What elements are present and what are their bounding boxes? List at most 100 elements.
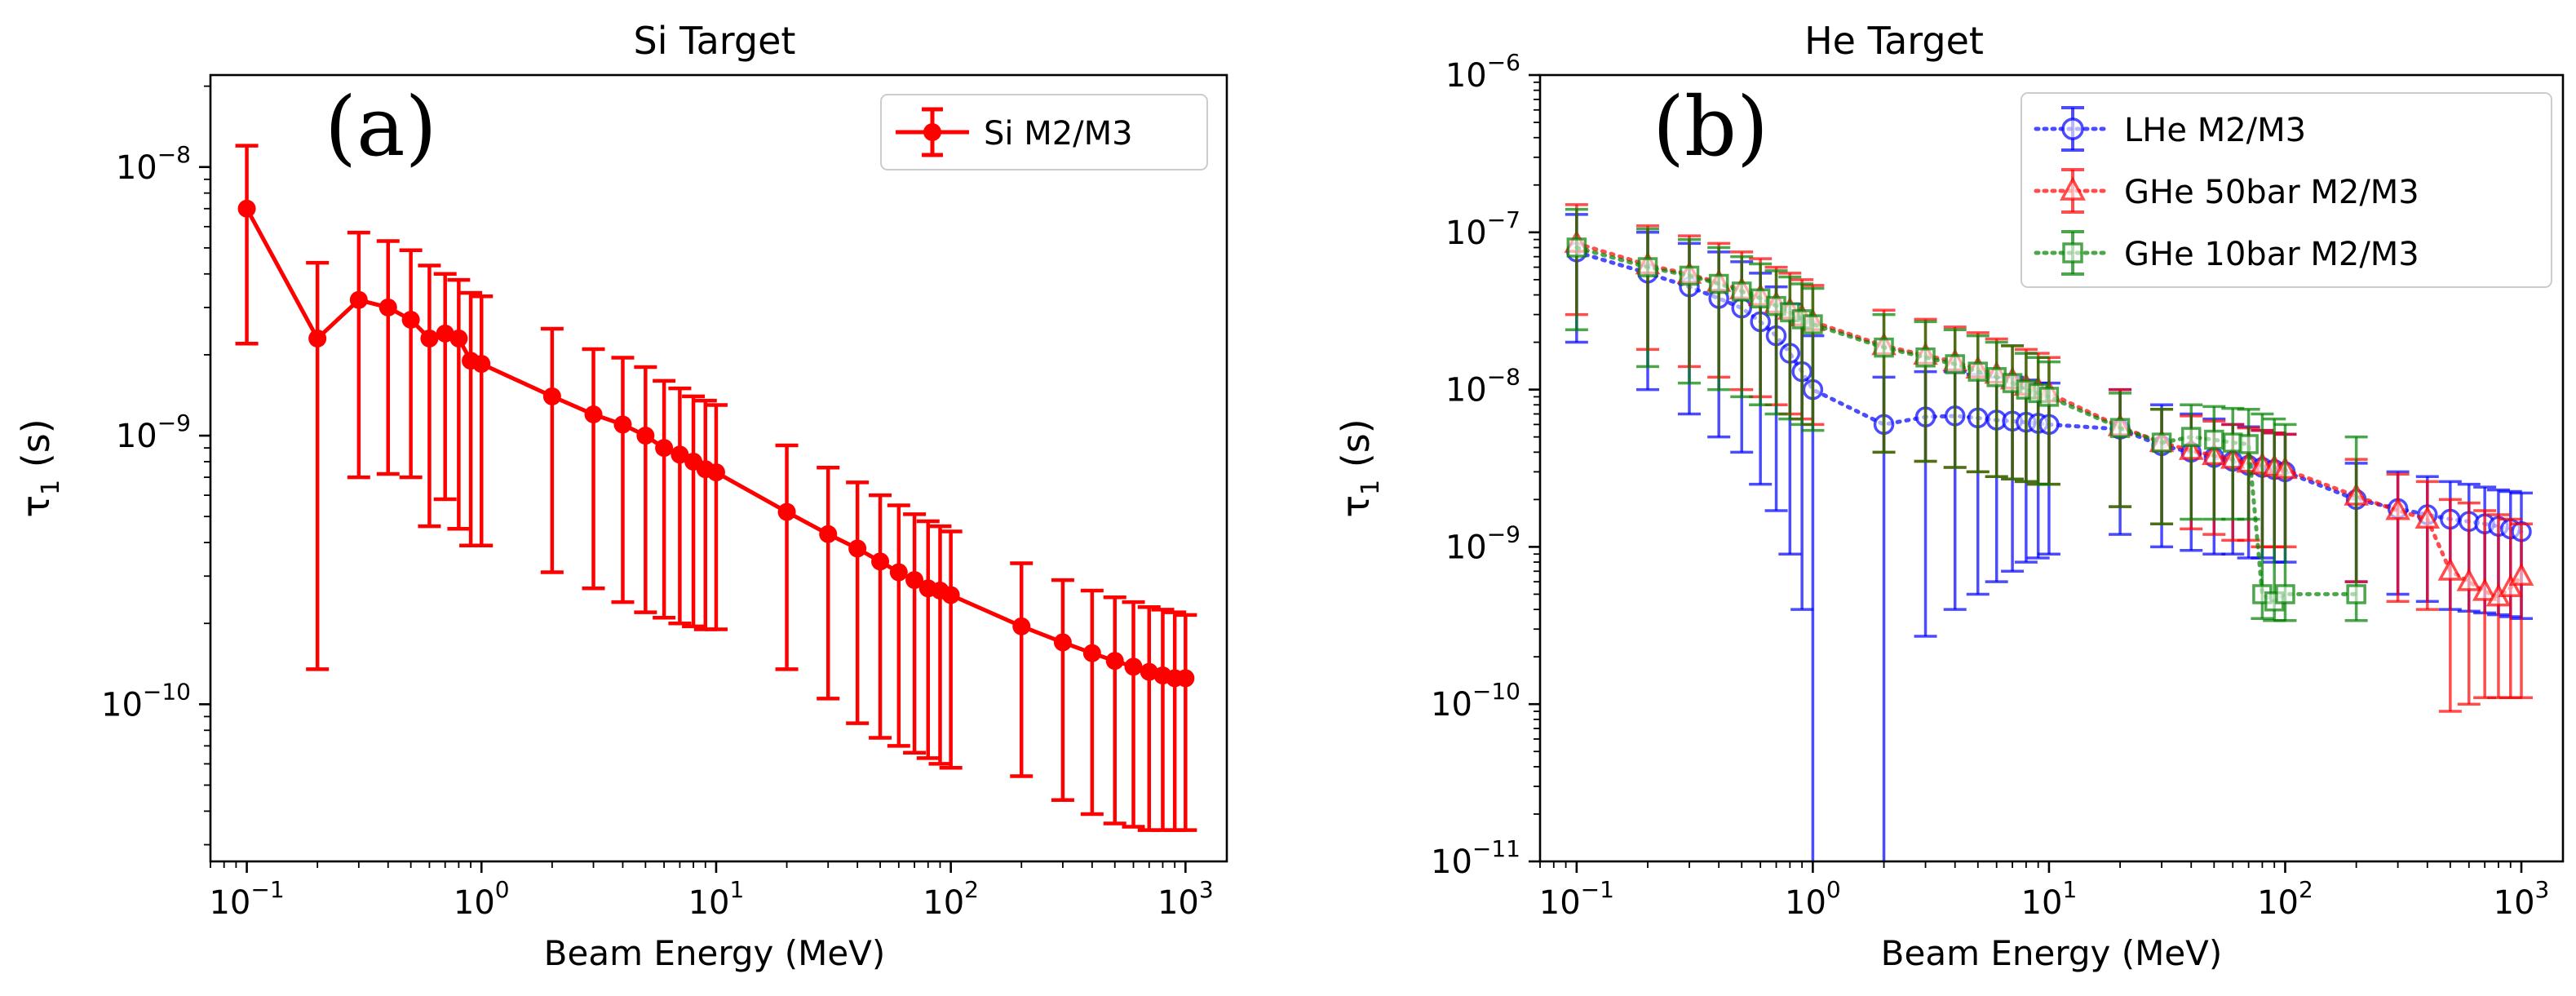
data-point: [671, 445, 689, 464]
legend-entry-lhe: LHe M2/M3: [2034, 106, 2306, 152]
x-tick-base: 10: [454, 884, 495, 922]
panel-a-title: Si Target: [634, 19, 796, 63]
data-point: [2437, 557, 2463, 581]
error-bar: [433, 272, 457, 502]
legend-entry-ghe50: GHe 50bar M2/M3: [2034, 168, 2419, 214]
error-bar: [1801, 286, 1825, 432]
data-point: [1637, 257, 1658, 277]
x-tick-exponent: 1: [2062, 876, 2077, 903]
error-bar: [2180, 403, 2203, 521]
error-bar: [2386, 472, 2410, 604]
y-tick-base: 10: [116, 418, 157, 455]
y-tick-label: 10−9: [116, 409, 191, 455]
legend-entry-si: Si M2/M3: [896, 107, 1133, 157]
legend-lhe-marker: [2061, 117, 2084, 140]
panel-b-ticks: 10−1 100 101 102 10310−1110−1010−910−810−710…: [1431, 49, 2549, 922]
error-bar: [1730, 255, 1754, 399]
error-bar: [447, 277, 471, 531]
x-tick-label: 102: [923, 876, 979, 922]
data-point: [1708, 273, 1729, 294]
error-bar: [903, 512, 927, 755]
data-point: [1124, 657, 1143, 676]
y-tick-label: 10−6: [1445, 49, 1520, 95]
x-tick-label: 10−1: [1539, 876, 1614, 922]
x-tick-exponent: 1: [729, 876, 744, 903]
panel-a-axes-frame: [209, 73, 1228, 863]
y-tick-base: 10: [116, 149, 157, 187]
data-point: [401, 311, 420, 330]
data-point: [2346, 584, 2366, 604]
data-point: [420, 329, 439, 347]
data-point: [2238, 434, 2259, 454]
series-si-m2-m3: [235, 144, 1197, 832]
x-tick-label: 10−1: [209, 876, 284, 922]
y-tick-base: 10: [1445, 529, 1487, 566]
error-bar: [1080, 588, 1104, 817]
y-tick-exponent: −6: [1487, 49, 1520, 76]
error-bar: [235, 144, 259, 346]
x-tick-base: 10: [2494, 884, 2535, 922]
x-tick-base: 10: [209, 884, 250, 922]
error-bar: [846, 480, 870, 725]
data-point: [1915, 347, 1936, 368]
error-bar: [2014, 352, 2038, 484]
error-bar: [1707, 246, 1731, 392]
data-point: [2038, 387, 2060, 407]
y-tick-exponent: −9: [1487, 520, 1520, 547]
data-point: [436, 324, 454, 343]
error-bar: [2415, 480, 2439, 611]
error-bar: [2457, 501, 2481, 706]
panel-a-legend-box: [880, 94, 1208, 170]
data-point: [2151, 432, 2172, 453]
legend-ghe50-marker: [2060, 176, 2086, 201]
legend-si-label: Si M2/M3: [984, 115, 1133, 153]
x-tick-label: 100: [454, 876, 510, 922]
y-tick-label: 10−11: [1431, 835, 1520, 881]
error-bar: [1790, 282, 1814, 427]
y-tick-exponent: −11: [1472, 835, 1520, 862]
x-tick-exponent: 3: [2535, 876, 2550, 903]
error-bar: [704, 403, 728, 631]
data-point: [1176, 669, 1195, 688]
y-tick-exponent: −10: [143, 678, 191, 705]
data-point: [819, 525, 838, 543]
error-bar: [2237, 407, 2260, 521]
error-bar: [887, 503, 910, 748]
error-bar: [939, 529, 963, 770]
data-point: [542, 387, 561, 405]
error-bar: [1103, 595, 1126, 826]
legend-ghe50-label: GHe 50bar M2/M3: [2124, 174, 2419, 211]
error-bar: [2150, 407, 2174, 525]
panel-b-xlabel: Beam Energy (MeV): [1881, 933, 2223, 973]
error-bar: [2109, 392, 2132, 508]
data-point: [2498, 573, 2524, 597]
error-bar: [653, 378, 676, 620]
panel-b-ylabel-subscript: 1: [1357, 480, 1385, 495]
error-bar: [1677, 237, 1701, 385]
y-tick-label: 10−8: [1445, 364, 1520, 409]
data-point: [706, 463, 725, 482]
data-point: [2472, 578, 2498, 601]
panel-a-ylabel-unit: (s): [14, 418, 58, 479]
y-tick-exponent: −9: [157, 409, 191, 436]
legend-entry-ghe10: GHe 10bar M2/M3: [2034, 230, 2419, 276]
y-tick-exponent: −10: [1472, 678, 1520, 705]
data-point: [1945, 354, 1965, 374]
panel-b-he-target: He Target 10−1 100 101 102 10310−1110−1010−9…: [1334, 19, 2565, 973]
error-bar: [2438, 498, 2462, 713]
x-tick-label: 101: [688, 876, 745, 922]
error-bar: [634, 365, 657, 614]
x-tick-exponent: 0: [1826, 876, 1841, 903]
y-tick-exponent: −8: [157, 141, 191, 168]
panel-b-legend: LHe M2/M3 GHe 50bar M2/M3 GHe 10bar M2/M…: [2021, 92, 2552, 288]
x-tick-base: 10: [2257, 884, 2299, 922]
data-point: [2181, 427, 2202, 447]
panel-b-data: [1564, 203, 2534, 861]
data-point: [1803, 314, 1823, 334]
svg-text:τ1 (s): τ1 (s): [14, 418, 65, 517]
panel-a-legend: Si M2/M3: [880, 94, 1208, 170]
data-point: [1053, 633, 1072, 652]
error-bar: [1872, 312, 1896, 454]
y-tick-label: 10−8: [116, 141, 191, 187]
data-point: [2109, 418, 2131, 438]
